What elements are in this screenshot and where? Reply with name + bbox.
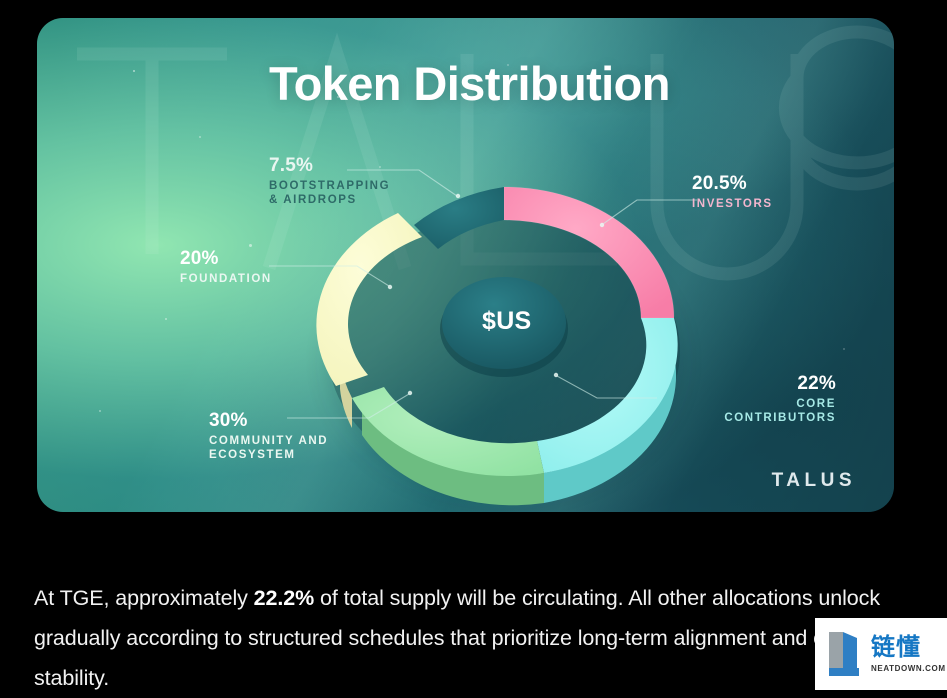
callout-community-label: COMMUNITY AND ECOSYSTEM (209, 434, 329, 462)
donut-center-hub (442, 277, 566, 369)
body-text-part1: At TGE, approximately (34, 585, 254, 610)
token-distribution-card: Token Distribution (37, 18, 894, 512)
body-highlight-percentage: 22.2% (253, 585, 315, 610)
callout-community-pct: 30% (209, 410, 248, 431)
body-text-part2: of total supply will be circulating. All… (34, 585, 916, 690)
callout-core-label: CORE CONTRIBUTORS (724, 397, 836, 425)
page-title: Token Distribution (269, 57, 670, 110)
callout-foundation: 20% FOUNDATION (180, 249, 272, 286)
callout-leader-lines (37, 18, 894, 512)
callout-core-pct: 22% (797, 373, 836, 394)
hub-token-symbol: $US (482, 307, 532, 335)
callout-core-contributors: 22% CORE CONTRIBUTORS (694, 374, 836, 426)
watermark-cn-text: 链懂 (871, 633, 921, 661)
donut-top-faces (316, 186, 678, 477)
callout-foundation-pct: 20% (180, 248, 219, 269)
callout-investors: 20.5% INVESTORS (692, 174, 773, 211)
callout-bootstrapping-label: BOOTSTRAPPING & AIRDROPS (269, 179, 391, 207)
callout-bootstrapping: 7.5% BOOTSTRAPPING & AIRDROPS (269, 156, 390, 208)
callout-investors-pct: 20.5% (692, 173, 747, 194)
talus-wordmark: TALUS (771, 470, 856, 491)
neatdown-watermark: 链懂 NEATDOWN.COM (815, 618, 947, 690)
slice-community (352, 387, 544, 477)
slice-investors (504, 187, 674, 318)
body-paragraph: At TGE, approximately 22.2% of total sup… (34, 578, 918, 698)
starfield-decoration (37, 18, 894, 512)
callout-community: 30% COMMUNITY AND ECOSYSTEM (209, 411, 328, 463)
slice-foundation (316, 213, 422, 386)
callout-bootstrapping-pct: 7.5% (269, 155, 314, 176)
neatdown-logo-icon (829, 632, 859, 676)
token-distribution-donut-chart (292, 173, 712, 506)
slice-bootstrapping (414, 187, 504, 249)
slice-core-contributors (537, 318, 678, 473)
callout-foundation-label: FOUNDATION (180, 272, 272, 285)
watermark-domain: NEATDOWN.COM (871, 663, 946, 673)
callout-investors-label: INVESTORS (692, 197, 773, 210)
